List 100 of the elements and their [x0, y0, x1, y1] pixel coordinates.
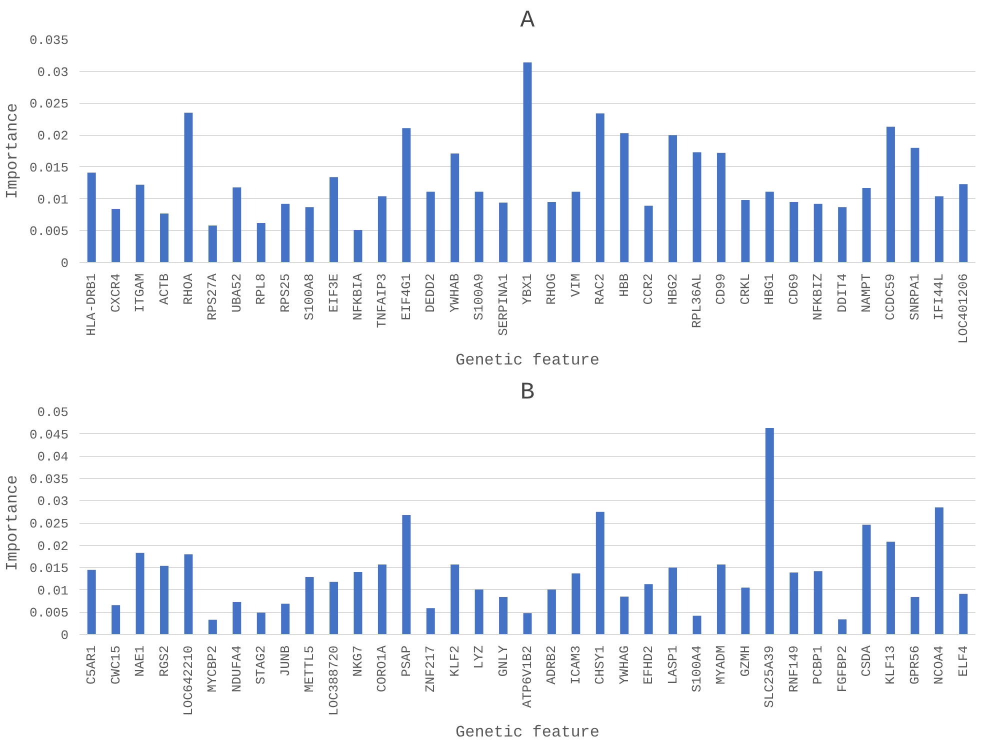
bar — [523, 62, 532, 262]
x-tick-label: RAC2 — [592, 273, 608, 305]
x-tick-label: CD99 — [714, 273, 729, 305]
bar — [910, 148, 920, 262]
bar — [499, 202, 508, 262]
x-tick-label: CD69 — [786, 273, 802, 305]
bar — [765, 192, 774, 262]
x-tick-label: ZNF217 — [423, 645, 438, 692]
bar — [523, 613, 532, 634]
x-tick-label: METTL5 — [302, 645, 318, 692]
x-tick-label: TNFAIP3 — [374, 274, 390, 328]
x-tick-label: RHOA — [180, 273, 196, 305]
bar — [330, 177, 338, 262]
y-tick-label: 0.005 — [29, 606, 69, 621]
y-tick-label: 0.01 — [37, 192, 69, 208]
bar — [716, 152, 726, 262]
bar — [378, 564, 386, 634]
x-tick-label: GNLY — [496, 645, 511, 677]
x-tick-label: NFKBIA — [350, 273, 366, 320]
x-tick-label: S100A9 — [472, 273, 487, 320]
bar — [112, 208, 120, 262]
x-tick-label: HBG1 — [762, 273, 778, 305]
x-tick-label: PCBP1 — [810, 645, 826, 685]
bar — [572, 192, 580, 262]
bar — [354, 230, 362, 262]
x-tick-label: CXCR4 — [108, 273, 124, 313]
x-tick-label: DEDD2 — [423, 273, 438, 313]
y-tick-label: 0.025 — [29, 96, 69, 112]
bar — [668, 568, 678, 634]
x-tick-label: IFI44L — [932, 273, 947, 320]
bar — [959, 184, 968, 262]
y-tick-label: 0.03 — [37, 494, 69, 510]
bar — [499, 597, 508, 634]
y-tick-label: 0.03 — [37, 64, 69, 80]
x-tick-label: SNRPA1 — [907, 273, 922, 320]
x-tick-label: FGFBP2 — [834, 645, 850, 692]
bar — [644, 206, 653, 262]
x-tick-label: RPL36AL — [690, 274, 705, 328]
bar — [281, 204, 290, 262]
y-axis-title: Importance — [3, 102, 22, 200]
x-tick-label: EIF4G1 — [398, 273, 414, 320]
bar — [886, 126, 895, 262]
x-tick-label: RHOG — [544, 273, 560, 305]
x-tick-label: HLA-DRB1 — [84, 273, 100, 336]
bar — [160, 566, 168, 634]
y-tick-label: 0.035 — [29, 33, 69, 48]
bar — [330, 582, 338, 634]
x-tick-label: ITGAM — [132, 273, 148, 313]
x-tick-label: UBA52 — [229, 273, 244, 313]
x-tick-label: HBG2 — [665, 273, 680, 305]
x-tick-label: PSAP — [398, 645, 414, 677]
x-tick-label: NFKBIZ — [810, 273, 826, 320]
chart-title: A — [520, 8, 536, 34]
x-tick-label: JUNB — [278, 645, 293, 677]
bar — [692, 152, 702, 262]
y-tick-label: 0.01 — [37, 583, 69, 598]
x-tick-label: KLF13 — [883, 645, 898, 685]
bar — [160, 213, 168, 262]
x-tick-label: ACTB — [156, 273, 172, 305]
y-tick-label: 0.025 — [29, 516, 69, 532]
bar — [136, 552, 144, 634]
bar — [450, 564, 460, 634]
x-tick-label: LOC388720 — [326, 645, 342, 716]
bar — [790, 202, 798, 262]
bar — [910, 597, 920, 634]
x-tick-label: RPS27A — [205, 273, 220, 320]
bar — [765, 428, 774, 634]
bar — [256, 612, 266, 634]
x-tick-label: C5AR1 — [84, 645, 100, 685]
bar — [862, 188, 871, 262]
x-tick-label: ATP6V1B2 — [520, 645, 535, 708]
x-tick-label: SLC25A39 — [762, 645, 778, 708]
bar — [596, 113, 604, 262]
x-axis-title: Genetic feature — [455, 724, 600, 742]
x-axis-title: Genetic feature — [455, 352, 600, 370]
y-tick-label: 0.05 — [37, 405, 69, 420]
y-tick-label: 0.015 — [29, 160, 69, 176]
x-tick-label: CHSY1 — [592, 645, 608, 685]
y-axis-title: Importance — [3, 474, 22, 572]
bar — [402, 514, 411, 634]
bar — [838, 207, 847, 262]
chart-title: B — [520, 380, 535, 406]
y-tick-label: 0.04 — [37, 450, 69, 465]
y-tick-label: 0 — [60, 628, 69, 643]
bar — [87, 172, 96, 262]
x-tick-label: NAMPT — [859, 273, 874, 313]
x-tick-label: KLF2 — [447, 645, 462, 677]
bar — [959, 594, 968, 634]
bar — [87, 570, 96, 634]
x-tick-label: ELF4 — [956, 645, 971, 677]
x-tick-label: LOC642210 — [180, 645, 196, 716]
y-tick-label: 0.02 — [37, 538, 69, 554]
x-tick-label: RNF149 — [786, 645, 802, 692]
bar — [741, 200, 750, 262]
x-tick-label: LASP1 — [665, 645, 680, 685]
x-tick-label: RPL8 — [254, 273, 269, 305]
bar — [474, 192, 484, 262]
bar — [547, 202, 556, 262]
bar — [934, 196, 944, 262]
bar — [620, 133, 629, 262]
